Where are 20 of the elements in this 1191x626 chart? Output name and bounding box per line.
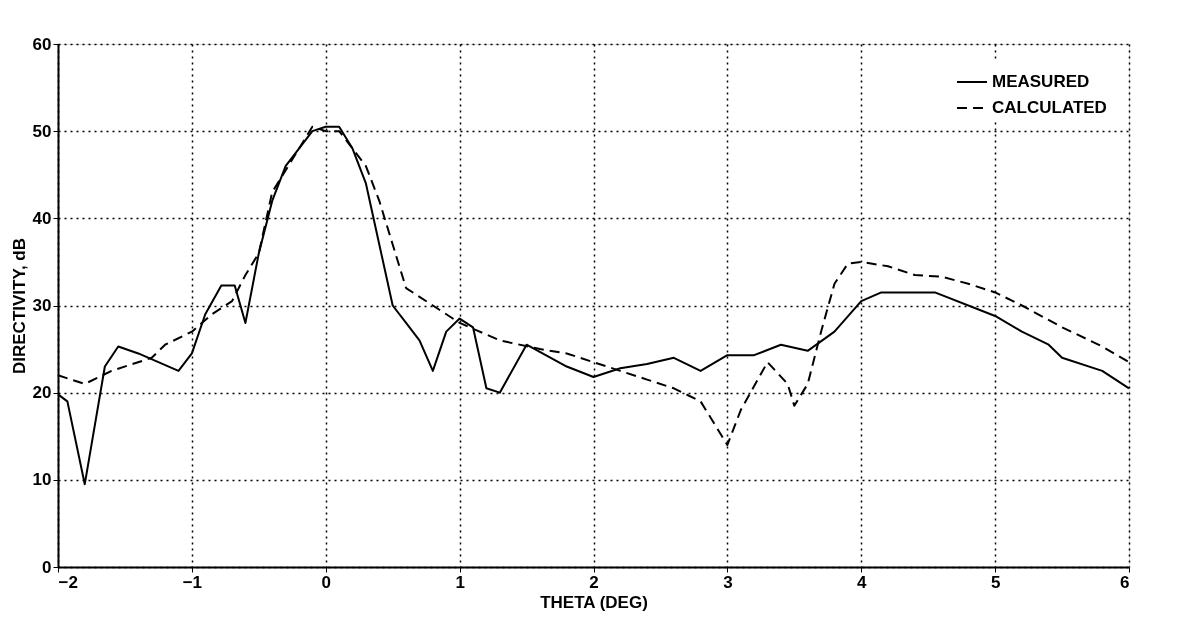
x-tick-label: 1	[455, 572, 465, 592]
legend-label: MEASURED	[992, 72, 1090, 91]
y-tick-label: 20	[32, 383, 52, 403]
y-tick-label: 10	[32, 470, 52, 490]
y-tick-label: 60	[32, 34, 52, 54]
y-axis-title: DIRECTIVITY, dB	[9, 237, 29, 375]
x-tick-label: 2	[589, 572, 599, 592]
y-tick-label: 30	[32, 296, 52, 315]
x-tick-label: −2	[58, 572, 78, 592]
y-tick-label: 40	[32, 208, 52, 228]
y-tick-label: 0	[42, 557, 52, 577]
x-tick-label: 0	[321, 572, 331, 592]
x-tick-label: 4	[857, 572, 868, 592]
x-axis-title: THETA (DEG)	[540, 592, 648, 612]
x-tick-label: −1	[182, 572, 203, 592]
x-tick-label: 5	[990, 572, 1001, 592]
legend-label: CALCULATED	[992, 98, 1107, 117]
x-tick-label: 6	[1120, 572, 1130, 592]
x-tick-label: 3	[723, 572, 733, 592]
y-tick-label: 50	[32, 121, 52, 141]
